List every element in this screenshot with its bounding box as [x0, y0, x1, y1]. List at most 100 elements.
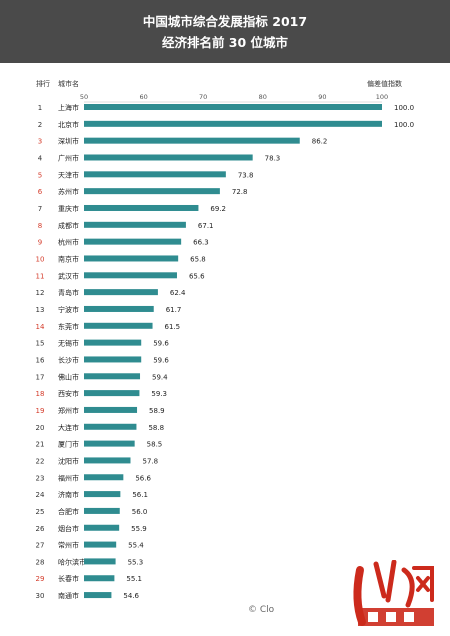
bar: [84, 507, 120, 514]
bar: [84, 188, 220, 195]
value-label: 73.8: [238, 171, 254, 179]
bar: [84, 238, 182, 245]
city-label: 大连市: [58, 423, 79, 432]
bar: [84, 339, 142, 346]
value-label: 78.3: [265, 154, 281, 162]
bar: [84, 137, 300, 144]
x-tick-label: 70: [199, 93, 207, 101]
value-label: 69.2: [210, 205, 226, 213]
value-label: 57.8: [142, 457, 158, 465]
value-label: 59.6: [153, 356, 169, 364]
city-label: 宁波市: [58, 305, 79, 314]
rank-label: 10: [36, 255, 45, 263]
value-label: 59.3: [151, 390, 167, 398]
rank-label: 15: [36, 340, 45, 348]
value-label: 58.8: [148, 424, 164, 432]
rank-label: 9: [38, 239, 42, 247]
rank-label: 4: [38, 154, 43, 162]
city-label: 杭州市: [58, 238, 79, 247]
rank-label: 17: [36, 373, 45, 381]
city-label: 深圳市: [58, 137, 79, 146]
value-label: 62.4: [170, 289, 186, 297]
x-tick-label: 50: [80, 93, 88, 101]
chart-title: 中国城市综合发展指标 2017: [142, 14, 308, 29]
city-label: 常州市: [58, 541, 79, 550]
bar: [84, 255, 179, 262]
rank-label: 24: [36, 491, 45, 499]
city-label: 无锡市: [58, 339, 79, 348]
city-label: 苏州市: [58, 187, 79, 196]
rank-label: 30: [36, 592, 45, 600]
bar: [84, 289, 158, 296]
rank-label: 13: [36, 306, 45, 314]
rank-label: 6: [38, 188, 43, 196]
city-label: 郑州市: [58, 406, 79, 415]
rank-label: 23: [36, 474, 45, 482]
rank-label: 16: [36, 356, 45, 364]
city-label: 合肥市: [58, 507, 79, 516]
bar: [84, 491, 121, 498]
rank-label: 8: [38, 222, 42, 230]
value-label: 56.0: [132, 508, 148, 516]
city-label: 佛山市: [58, 372, 79, 381]
value-label: 86.2: [312, 138, 328, 146]
city-label: 天津市: [58, 170, 79, 179]
bar: [84, 305, 154, 312]
rank-label: 18: [36, 390, 45, 398]
bar: [84, 221, 186, 228]
bar: [84, 390, 140, 397]
x-tick-label: 100: [376, 93, 388, 101]
bar: [84, 171, 226, 178]
value-label: 58.5: [147, 441, 163, 449]
value-label: 100.0: [394, 104, 414, 112]
rank-column-header: 排行: [36, 80, 50, 88]
city-label: 福州市: [58, 473, 79, 482]
rank-label: 28: [36, 558, 45, 566]
value-label: 66.3: [193, 239, 209, 247]
value-label: 56.1: [132, 491, 148, 499]
copyright-text: © Clo: [248, 605, 275, 615]
bar: [84, 558, 116, 565]
rank-label: 29: [36, 575, 45, 583]
city-label: 南通市: [58, 591, 79, 600]
rank-label: 2: [38, 121, 42, 129]
value-label: 55.4: [128, 542, 144, 550]
bar: [84, 356, 142, 363]
city-label: 广州市: [58, 153, 79, 162]
rank-label: 14: [36, 323, 45, 331]
value-label: 61.5: [165, 323, 181, 331]
bar: [84, 474, 124, 481]
bar: [84, 204, 199, 211]
rank-label: 27: [36, 542, 45, 550]
bar: [84, 524, 120, 531]
bar: [84, 322, 153, 329]
chart-subtitle: 经济排名前 30 位城市: [161, 35, 289, 50]
rank-label: 22: [36, 457, 45, 465]
bar: [84, 406, 138, 413]
value-label: 72.8: [232, 188, 248, 196]
value-label: 65.6: [189, 272, 205, 280]
rank-label: 12: [36, 289, 45, 297]
rank-label: 21: [36, 441, 45, 449]
city-label: 青岛市: [58, 288, 79, 297]
rank-label: 11: [36, 272, 45, 280]
gmw-logo: [353, 560, 434, 626]
value-label: 65.8: [190, 255, 206, 263]
city-label: 济南市: [58, 490, 79, 499]
city-label: 北京市: [58, 120, 79, 129]
city-label: 上海市: [58, 103, 79, 112]
value-label: 55.3: [128, 558, 144, 566]
chart-header: 中国城市综合发展指标 2017 经济排名前 30 位城市: [0, 0, 450, 63]
bar: [84, 120, 382, 127]
bar: [84, 272, 177, 279]
city-label: 武汉市: [58, 271, 79, 280]
bar: [84, 440, 135, 447]
bar: [84, 457, 131, 464]
bar: [84, 575, 115, 582]
city-label: 烟台市: [58, 524, 79, 533]
x-tick-label: 90: [318, 93, 326, 101]
rank-label: 25: [36, 508, 45, 516]
rank-label: 20: [36, 424, 45, 432]
rank-label: 5: [38, 171, 42, 179]
